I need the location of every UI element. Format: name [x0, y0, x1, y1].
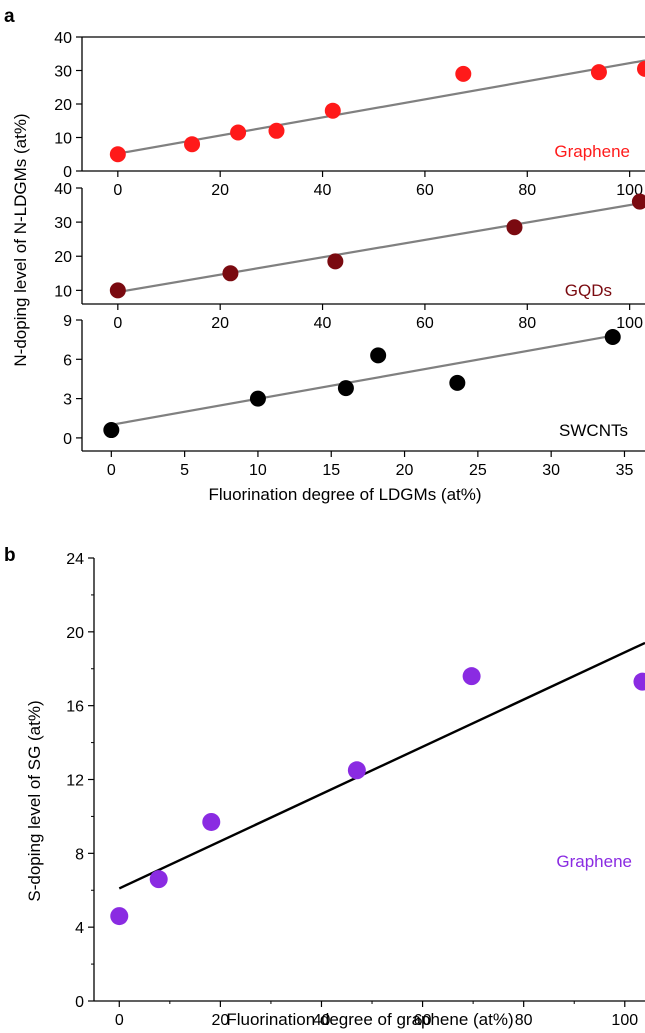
data-point-gqds — [327, 253, 344, 270]
panel-b-ylabel: S-doping level of SG (at%) — [25, 700, 44, 901]
y-tick-label-gqds: 20 — [54, 249, 72, 266]
y-tick-label-b: 16 — [66, 699, 84, 716]
data-point-swcnts — [604, 329, 621, 346]
x-tick-label-b: 80 — [515, 1012, 533, 1029]
x-tick-label-gqds: 60 — [416, 315, 434, 332]
x-tick-label-gqds: 80 — [518, 315, 536, 332]
data-point-graphene — [590, 64, 607, 81]
data-point-gqds — [506, 219, 523, 236]
y-tick-label-swcnts: 6 — [63, 352, 72, 369]
data-point-b — [202, 812, 221, 831]
panel-a-label: a — [4, 6, 15, 27]
y-tick-label-b: 4 — [75, 920, 84, 937]
data-point-swcnts — [370, 347, 387, 364]
x-tick-label-swcnts: 35 — [616, 462, 634, 479]
data-point-swcnts — [103, 422, 120, 439]
fit-line-gqds — [117, 202, 641, 294]
x-tick-label-swcnts: 0 — [107, 462, 116, 479]
y-tick-label-gqds: 40 — [54, 181, 72, 198]
chart-swcnts: 0 3 6 9 0 5 10 15 20 25 30 35 SWCNTs — [63, 313, 645, 479]
data-point-graphene — [268, 122, 285, 139]
y-tick-label-b: 24 — [66, 551, 84, 568]
y-tick-label-b: 12 — [66, 773, 84, 790]
data-point-swcnts — [337, 380, 354, 397]
y-tick-label-b: 0 — [75, 994, 84, 1011]
x-tick-label-swcnts: 10 — [249, 462, 267, 479]
fit-line-b — [118, 641, 645, 890]
chart-b: 0 4 8 12 16 20 24 0 20 40 60 80 100 Graphene — [66, 551, 645, 1029]
data-point-swcnts — [449, 374, 466, 391]
data-point-graphene — [637, 60, 645, 77]
x-tick-label-gqds: 20 — [211, 315, 229, 332]
x-tick-label-graphene: 20 — [211, 182, 229, 199]
y-tick-label-graphene: 0 — [63, 164, 72, 181]
x-tick-label-graphene: 80 — [518, 182, 536, 199]
x-tick-label-b: 20 — [211, 1012, 229, 1029]
y-tick-label-graphene: 20 — [54, 97, 72, 114]
y-tick-label-b: 20 — [66, 625, 84, 642]
x-tick-label-b: 100 — [611, 1012, 638, 1029]
x-tick-label-b: 40 — [313, 1012, 331, 1029]
x-tick-label-b: 0 — [115, 1012, 124, 1029]
series-label-swcnts: SWCNTs — [559, 421, 628, 440]
data-point-graphene — [184, 136, 201, 153]
x-tick-label-swcnts: 30 — [542, 462, 560, 479]
x-tick-label-gqds: 40 — [314, 315, 332, 332]
data-point-gqds — [631, 193, 645, 210]
data-point-gqds — [222, 265, 239, 282]
x-tick-label-swcnts: 15 — [322, 462, 340, 479]
x-tick-label-gqds: 100 — [616, 315, 643, 332]
y-tick-label-graphene: 40 — [54, 30, 72, 47]
panel-b-xlabel: Fluorination degree of graphene (at%) — [226, 1010, 513, 1029]
x-tick-label-graphene: 60 — [416, 182, 434, 199]
x-tick-label-graphene: 0 — [113, 182, 122, 199]
data-point-graphene — [324, 102, 341, 119]
x-tick-label-swcnts: 20 — [396, 462, 414, 479]
x-tick-label-swcnts: 5 — [180, 462, 189, 479]
series-label-b: Graphene — [556, 852, 632, 871]
data-point-b — [462, 667, 481, 686]
x-tick-label-b: 60 — [414, 1012, 432, 1029]
fit-line-graphene — [117, 59, 645, 155]
series-label-gqds: GQDs — [565, 281, 612, 300]
y-tick-label-gqds: 10 — [54, 283, 72, 300]
y-tick-label-gqds: 30 — [54, 215, 72, 232]
panel-a-ylabel: N-doping level of N-LDGMs (at%) — [11, 113, 30, 366]
data-point-graphene — [109, 146, 126, 163]
y-tick-label-b: 8 — [75, 846, 84, 863]
x-tick-label-graphene: 40 — [314, 182, 332, 199]
data-point-gqds — [109, 282, 126, 299]
panel-b-label: b — [4, 545, 16, 566]
data-point-graphene — [230, 124, 247, 141]
data-point-swcnts — [249, 390, 266, 407]
x-tick-label-gqds: 0 — [113, 315, 122, 332]
data-point-b — [347, 761, 366, 780]
fit-line-swcnts — [111, 334, 613, 426]
panel-a-xlabel: Fluorination degree of LDGMs (at%) — [208, 485, 481, 504]
y-tick-label-swcnts: 9 — [63, 313, 72, 330]
series-label-graphene: Graphene — [554, 142, 630, 161]
data-point-graphene — [455, 65, 472, 82]
data-point-b — [110, 907, 129, 926]
y-tick-label-graphene: 10 — [54, 131, 72, 148]
y-tick-label-swcnts: 3 — [63, 392, 72, 409]
x-tick-label-swcnts: 25 — [469, 462, 487, 479]
data-point-b — [633, 672, 645, 691]
data-point-b — [149, 870, 168, 889]
y-tick-label-graphene: 30 — [54, 64, 72, 81]
y-tick-label-swcnts: 0 — [63, 431, 72, 448]
